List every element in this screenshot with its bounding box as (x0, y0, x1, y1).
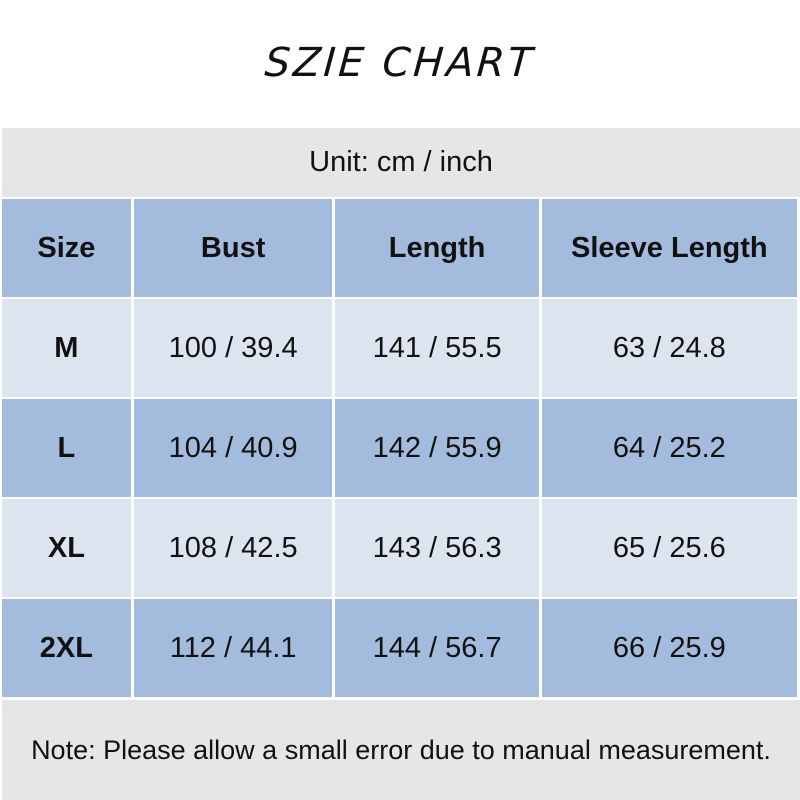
length-cell: 142 / 55.9 (335, 399, 539, 497)
length-cell: 143 / 56.3 (335, 499, 539, 597)
header-cell: Length (335, 199, 539, 297)
sleeve-cell: 64 / 25.2 (541, 399, 797, 497)
table-row: L 104 / 40.9 142 / 55.9 64 / 25.2 (2, 399, 797, 497)
length-cell: 141 / 55.5 (335, 299, 539, 397)
table-row: 2XL 112 / 44.1 144 / 56.7 66 / 25.9 (2, 599, 797, 697)
bust-cell: 100 / 39.4 (133, 299, 333, 397)
chart-title: SZIE CHART (263, 40, 537, 86)
header-cell: Size (2, 199, 131, 297)
size-table: Size Bust Length Sleeve Length M 100 / 3… (0, 197, 800, 699)
sleeve-cell: 65 / 25.6 (541, 499, 797, 597)
bust-cell: 104 / 40.9 (133, 399, 333, 497)
header-cell: Bust (133, 199, 333, 297)
length-cell: 144 / 56.7 (335, 599, 539, 697)
size-cell: 2XL (2, 599, 131, 697)
size-cell: L (2, 399, 131, 497)
size-cell: M (2, 299, 131, 397)
bust-cell: 112 / 44.1 (133, 599, 333, 697)
sleeve-cell: 66 / 25.9 (541, 599, 797, 697)
unit-label: Unit: cm / inch (2, 128, 800, 197)
bust-cell: 108 / 42.5 (133, 499, 333, 597)
size-cell: XL (2, 499, 131, 597)
header-cell: Sleeve Length (541, 199, 797, 297)
table-header-row: Size Bust Length Sleeve Length (2, 199, 797, 297)
table-row: M 100 / 39.4 141 / 55.5 63 / 24.8 (2, 299, 797, 397)
table-row: XL 108 / 42.5 143 / 56.3 65 / 25.6 (2, 499, 797, 597)
sleeve-cell: 63 / 24.8 (541, 299, 797, 397)
measurement-note: Note: Please allow a small error due to … (2, 700, 800, 800)
